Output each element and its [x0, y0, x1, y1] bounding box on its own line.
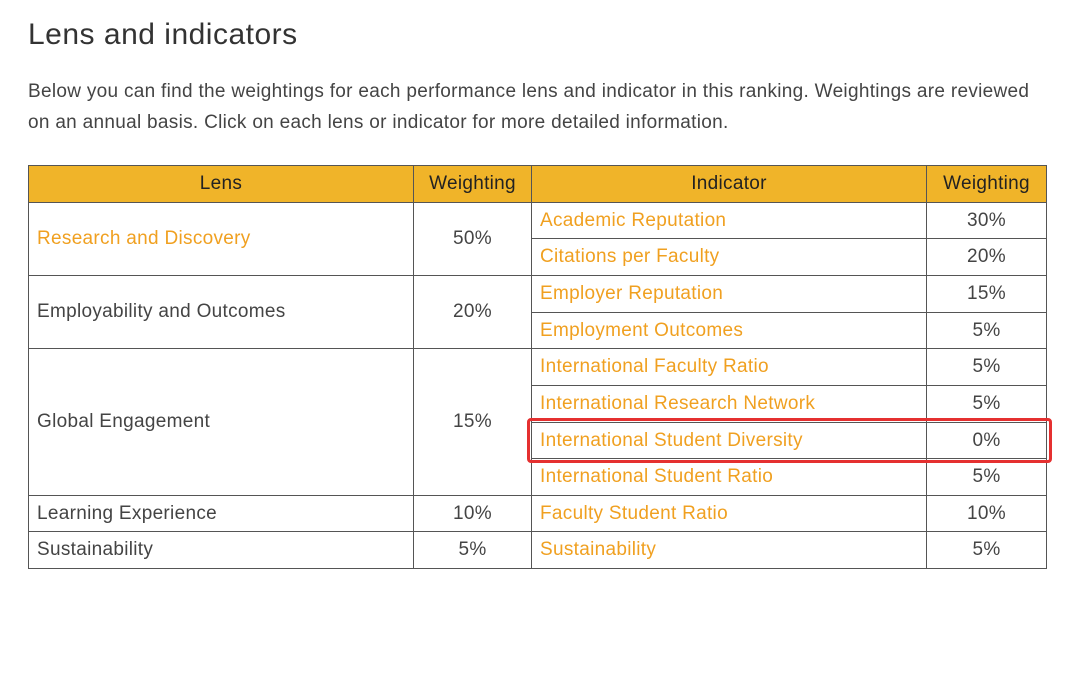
indicator-weighting: 5%	[927, 532, 1047, 569]
table-row: Research and Discovery50%Academic Reputa…	[29, 202, 1047, 239]
indicator-weighting: 20%	[927, 239, 1047, 276]
lens-weighting: 20%	[414, 275, 532, 348]
lens-weighting: 10%	[414, 495, 532, 532]
table-row: Learning Experience10%Faculty Student Ra…	[29, 495, 1047, 532]
indicator-weighting: 10%	[927, 495, 1047, 532]
indicator-weighting: 5%	[927, 312, 1047, 349]
indicator-cell[interactable]: International Faculty Ratio	[532, 349, 927, 386]
indicator-weighting: 30%	[927, 202, 1047, 239]
col-header-lens-weighting: Weighting	[414, 165, 532, 202]
table-row: Sustainability5%Sustainability5%	[29, 532, 1047, 569]
page-title: Lens and indicators	[28, 18, 1052, 52]
col-header-indic-weighting: Weighting	[927, 165, 1047, 202]
indicator-weighting: 5%	[927, 349, 1047, 386]
indicator-cell[interactable]: International Student Diversity	[532, 422, 927, 459]
indicator-weighting: 5%	[927, 459, 1047, 496]
indicator-cell[interactable]: Academic Reputation	[532, 202, 927, 239]
lens-weighting: 15%	[414, 349, 532, 496]
indicator-cell[interactable]: Sustainability	[532, 532, 927, 569]
lens-weighting: 5%	[414, 532, 532, 569]
lens-cell: Learning Experience	[29, 495, 414, 532]
col-header-lens: Lens	[29, 165, 414, 202]
indicator-cell[interactable]: Employer Reputation	[532, 275, 927, 312]
lens-cell: Sustainability	[29, 532, 414, 569]
table-header-row: Lens Weighting Indicator Weighting	[29, 165, 1047, 202]
table-wrapper: Lens Weighting Indicator Weighting Resea…	[28, 165, 1052, 569]
col-header-indicator: Indicator	[532, 165, 927, 202]
lens-cell: Global Engagement	[29, 349, 414, 496]
indicator-cell[interactable]: International Research Network	[532, 385, 927, 422]
indicator-weighting: 15%	[927, 275, 1047, 312]
table-row: Global Engagement15%International Facult…	[29, 349, 1047, 386]
indicator-cell[interactable]: International Student Ratio	[532, 459, 927, 496]
lens-indicators-table: Lens Weighting Indicator Weighting Resea…	[28, 165, 1047, 569]
intro-paragraph: Below you can find the weightings for ea…	[28, 76, 1038, 139]
table-row: Employability and Outcomes20%Employer Re…	[29, 275, 1047, 312]
lens-cell: Employability and Outcomes	[29, 275, 414, 348]
indicator-cell[interactable]: Employment Outcomes	[532, 312, 927, 349]
indicator-cell[interactable]: Faculty Student Ratio	[532, 495, 927, 532]
indicator-weighting: 0%	[927, 422, 1047, 459]
lens-cell[interactable]: Research and Discovery	[29, 202, 414, 275]
indicator-weighting: 5%	[927, 385, 1047, 422]
lens-weighting: 50%	[414, 202, 532, 275]
indicator-cell[interactable]: Citations per Faculty	[532, 239, 927, 276]
